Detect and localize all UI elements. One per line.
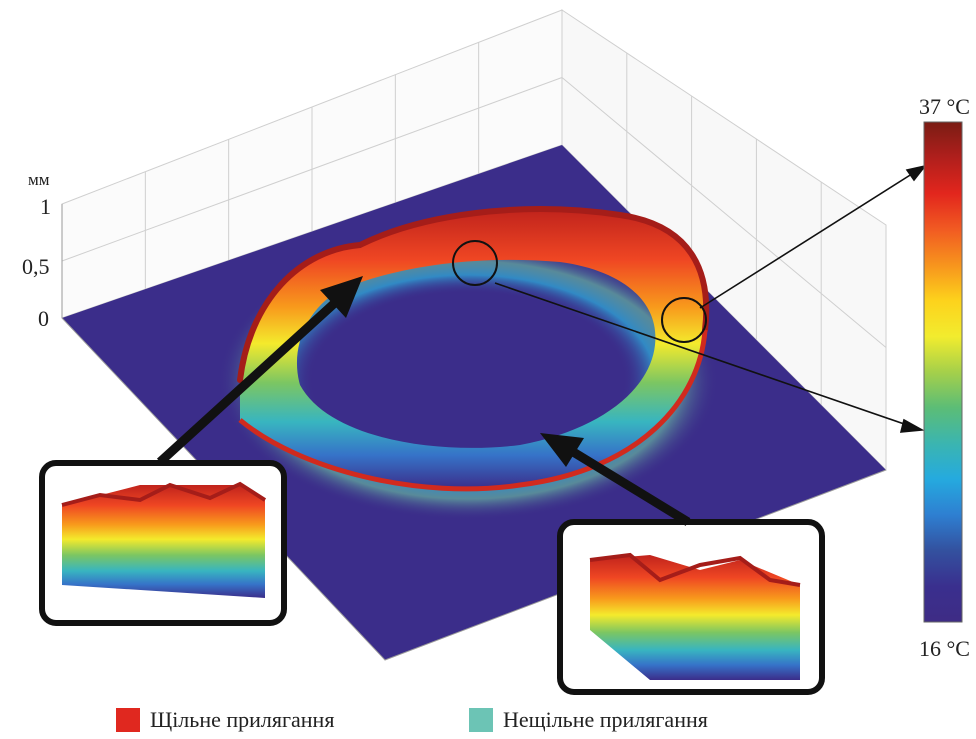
inset-left-top-edge bbox=[61, 481, 267, 507]
inset-left bbox=[39, 460, 287, 626]
ring-top-edge bbox=[237, 206, 710, 383]
colorbar-pointers bbox=[494, 164, 928, 433]
inset-left-arrowhead bbox=[320, 276, 363, 318]
legend-label-tight: Щільне прилягання bbox=[150, 707, 335, 732]
inset-right-surface bbox=[590, 555, 800, 680]
colorbar-max-label: 37 °C bbox=[919, 94, 970, 119]
inset-right bbox=[557, 519, 825, 695]
colorbar: 37 °C 16 °C bbox=[919, 94, 970, 661]
legend-label-loose: Нещільне прилягання bbox=[503, 707, 708, 732]
z-axis: мм 1 0,5 0 bbox=[22, 170, 63, 331]
colorbar-min-label: 16 °C bbox=[919, 636, 970, 661]
inset-left-arrow-shaft bbox=[156, 296, 342, 466]
inset-right-arrowhead bbox=[540, 433, 584, 467]
pointer-to-hot bbox=[699, 171, 916, 309]
tight-highlight-circle bbox=[661, 297, 707, 343]
pointer-to-cool-head bbox=[899, 418, 925, 433]
inset-pointers bbox=[156, 276, 691, 526]
colorbar-rect bbox=[923, 121, 963, 623]
grid-line-right-horizontal bbox=[561, 77, 887, 348]
ring-front-edge bbox=[238, 329, 708, 492]
inset-left-surface bbox=[62, 485, 265, 598]
legend-item-tight: Щільне прилягання bbox=[116, 705, 334, 735]
legend-item-loose: Нещільне прилягання bbox=[469, 705, 708, 735]
z-tick-0: 0 bbox=[38, 306, 49, 331]
legend-swatch-loose bbox=[469, 708, 493, 732]
axes-box bbox=[61, 9, 887, 472]
gap-highlight-circle bbox=[452, 240, 498, 286]
inset-right-arrow-shaft bbox=[567, 446, 691, 526]
z-axis-unit: мм bbox=[28, 170, 50, 189]
z-tick-1: 1 bbox=[40, 194, 51, 219]
inset-right-top-edge bbox=[589, 552, 801, 587]
pointer-to-cool bbox=[494, 282, 911, 427]
pointer-to-hot-head bbox=[905, 164, 928, 182]
grid-line-left-horizontal bbox=[61, 77, 563, 262]
z-tick-0-5: 0,5 bbox=[22, 254, 50, 279]
legend-swatch-tight bbox=[116, 708, 140, 732]
grid-lines bbox=[61, 42, 887, 405]
